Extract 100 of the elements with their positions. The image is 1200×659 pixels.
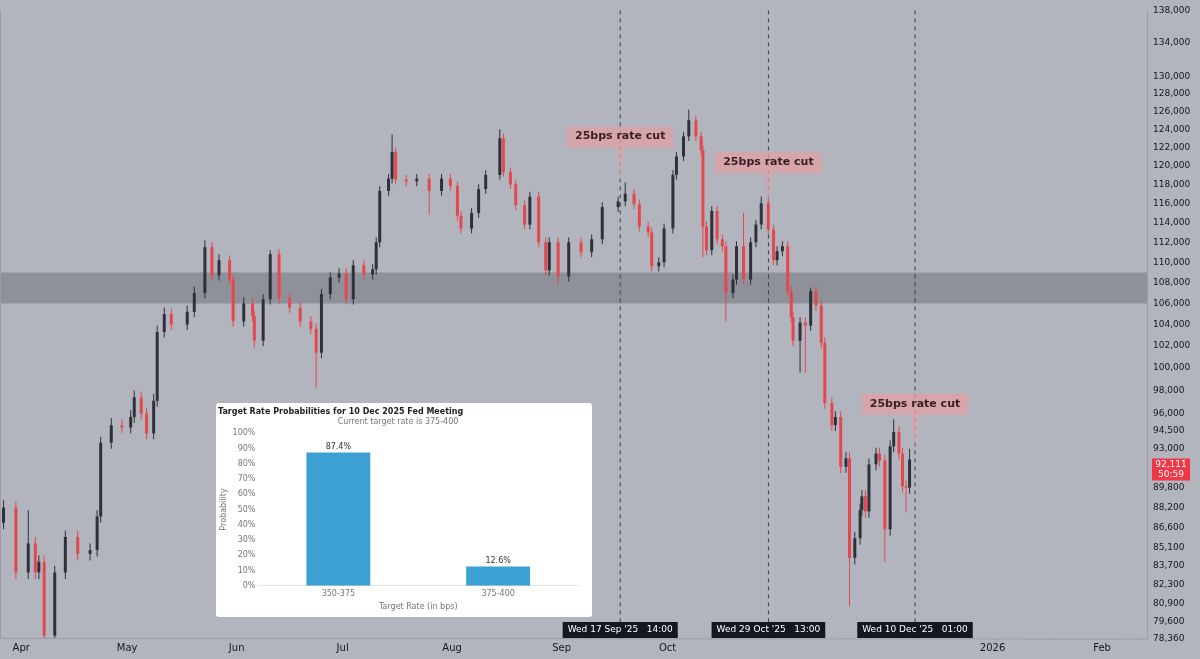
candlestick: [309, 315, 313, 335]
candlestick: [337, 267, 341, 284]
candlestick: [759, 196, 763, 230]
y-tick-label: 124,000: [1153, 123, 1191, 134]
y-tick-label: 100,000: [1153, 362, 1191, 373]
y-tick-label: 30%: [237, 535, 256, 545]
candlestick: [484, 169, 488, 195]
candlestick: [754, 219, 758, 248]
candlestick: [775, 245, 779, 266]
candlestick: [590, 233, 594, 258]
x-tick-label: 2026: [979, 641, 1006, 653]
candlestick: [632, 188, 636, 210]
y-tick-label: 126,000: [1153, 105, 1191, 116]
candlestick: [623, 181, 627, 207]
candlestick: [427, 173, 431, 216]
x-tick-label: Jun: [227, 641, 245, 653]
y-tick-label: 138,000: [1153, 4, 1191, 15]
y-tick-label: 80%: [237, 458, 256, 468]
data-label: 12.6%: [485, 555, 512, 565]
chart-subtitle: Current target rate is 375-400: [337, 417, 459, 427]
candlestick: [139, 391, 143, 420]
candlestick: [803, 316, 807, 374]
candlestick: [2, 499, 6, 530]
x-tick-label: Oct: [658, 641, 677, 653]
y-tick-label: 40%: [237, 519, 256, 529]
y-axis-title: Probability: [218, 488, 228, 531]
y-tick-label: 118,000: [1153, 178, 1191, 189]
candlestick: [217, 253, 221, 282]
candlestick: [288, 292, 292, 314]
candlestick: [76, 530, 80, 561]
y-tick-label: 116,000: [1153, 197, 1191, 208]
y-tick-label: 128,000: [1153, 88, 1191, 99]
x-tick-label: Sep: [552, 641, 572, 653]
candlestick: [833, 410, 837, 432]
y-tick-label: 20%: [237, 550, 256, 560]
y-tick-label: 83,700: [1153, 560, 1185, 571]
x-tick-label: May: [116, 641, 138, 653]
y-tick-label: 89,800: [1153, 481, 1185, 492]
y-tick-label: 122,000: [1153, 141, 1191, 152]
x-tick-label: 350-375: [321, 588, 356, 598]
candlestick: [579, 236, 583, 258]
candlestick: [470, 207, 474, 234]
candlestick: [874, 447, 878, 471]
y-tick-label: 79,600: [1153, 615, 1185, 626]
candlestick: [440, 173, 444, 197]
x-axis-title: Target Rate (in bps): [377, 602, 458, 612]
y-tick-label: 112,000: [1153, 236, 1191, 247]
candlestick: [477, 183, 481, 219]
ref-line-label: Wed 29 Oct '25 13:00: [716, 624, 821, 635]
x-tick-label: Aug: [442, 641, 462, 653]
data-label: 87.4%: [325, 441, 352, 451]
y-tick-label: 120,000: [1153, 159, 1191, 170]
annotation: 25bps rate cut: [574, 129, 666, 143]
annotation: 25bps rate cut: [869, 396, 961, 410]
candlestick: [192, 286, 196, 318]
candlestick: [878, 447, 882, 468]
ref-line-label: Wed 17 Sep '25 14:00: [567, 624, 674, 635]
candlestick: [853, 531, 857, 565]
x-tick-label: Jul: [335, 641, 349, 653]
y-tick-label: 88,200: [1153, 501, 1185, 512]
candlestick: [314, 323, 318, 389]
candlestick: [514, 179, 518, 211]
candlestick: [830, 396, 834, 432]
candlestick: [508, 166, 512, 190]
y-tick-label: 106,000: [1153, 297, 1191, 308]
y-tick-label: 80,900: [1153, 597, 1185, 608]
ref-line-label: Wed 10 Dec '25 01:00: [862, 624, 969, 635]
y-tick-label: 98,000: [1153, 384, 1185, 395]
annotation: 25bps rate cut: [723, 154, 814, 168]
y-tick-label: 100%: [232, 428, 256, 438]
x-tick-label: Feb: [1093, 641, 1111, 653]
y-tick-label: 10%: [237, 565, 256, 575]
y-tick-label: 70%: [237, 474, 256, 484]
candlestick: [523, 199, 527, 230]
candlestick: [109, 417, 113, 450]
y-tick-label: 94,500: [1153, 425, 1185, 436]
y-tick-label: 78,360: [1153, 633, 1185, 644]
y-tick-label: 86,600: [1153, 522, 1185, 533]
y-tick-label: 82,300: [1153, 578, 1185, 589]
y-tick-label: 110,000: [1153, 256, 1191, 267]
candlestick: [328, 271, 332, 300]
candlestick: [798, 316, 802, 374]
candlestick: [185, 305, 189, 331]
y-tick-label: 108,000: [1153, 277, 1191, 288]
candlestick: [682, 131, 685, 162]
x-tick-label: 375-400: [481, 588, 515, 598]
candlestick: [162, 307, 166, 338]
y-tick-label: 114,000: [1153, 216, 1191, 227]
y-tick-label: 0%: [242, 580, 256, 590]
candlestick: [637, 198, 641, 232]
y-tick-label: 104,000: [1153, 318, 1191, 329]
y-tick-label: 60%: [237, 489, 256, 499]
candlestick: [132, 390, 136, 424]
y-tick-label: 134,000: [1153, 37, 1191, 48]
y-tick-label: 90%: [237, 443, 256, 453]
y-tick-label: 102,000: [1153, 340, 1191, 351]
candlestick: [362, 259, 366, 281]
x-tick-label: Apr: [12, 641, 31, 653]
y-tick-label: 85,100: [1153, 541, 1185, 552]
candlestick: [694, 115, 698, 142]
